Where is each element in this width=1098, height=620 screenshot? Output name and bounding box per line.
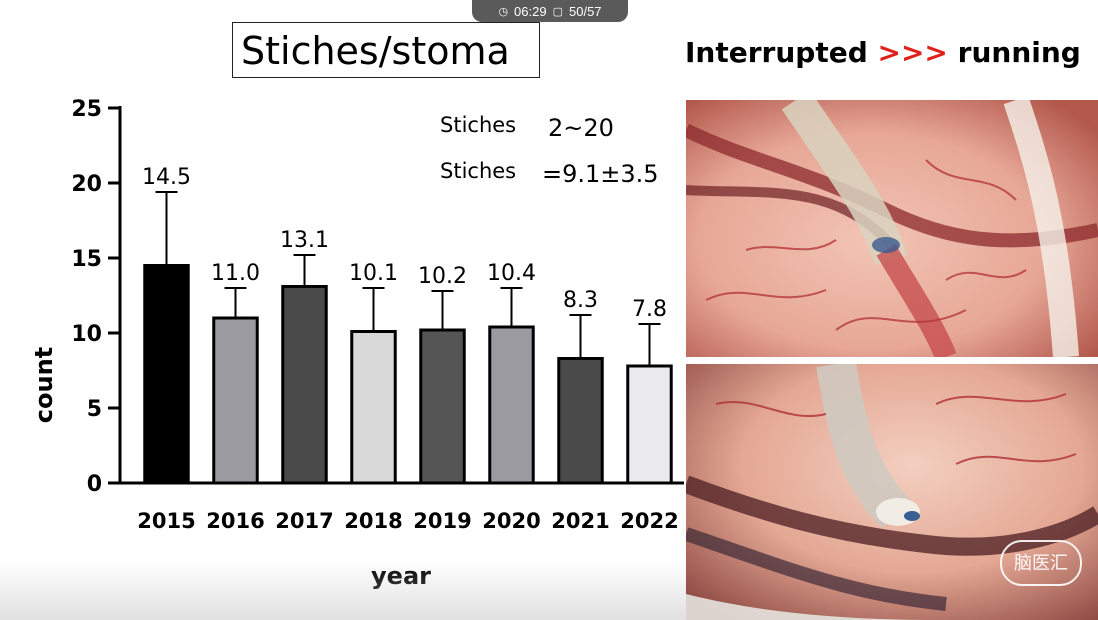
surgical-photo-interrupted xyxy=(686,100,1098,357)
technique-left: Interrupted xyxy=(685,36,868,69)
y-tick-label: 0 xyxy=(87,472,102,497)
x-tick-label-2021: 2021 xyxy=(551,509,609,533)
y-axis-label: count xyxy=(30,347,58,423)
x-tick-label-2020: 2020 xyxy=(482,509,540,533)
value-label-2015: 14.5 xyxy=(142,165,191,190)
slide-counter: 50/57 xyxy=(569,3,602,19)
value-label-2022: 7.8 xyxy=(632,297,667,322)
mean-value: =9.1±3.5 xyxy=(542,160,659,188)
watermark-logo: 脑医汇 xyxy=(1000,540,1082,586)
value-label-2018: 10.1 xyxy=(349,261,398,286)
technique-arrows: >>> xyxy=(877,36,948,69)
bar-2022 xyxy=(626,364,673,485)
range-label: Stiches xyxy=(440,113,516,137)
slide-title: Stiches/stoma xyxy=(232,22,540,78)
surgical-photo-running xyxy=(686,364,1098,620)
x-tick-label-2015: 2015 xyxy=(137,509,195,533)
value-label-2017: 13.1 xyxy=(280,228,329,253)
value-label-2020: 10.4 xyxy=(487,261,536,286)
slide-icon: ▢ xyxy=(552,5,563,18)
stitches-bar-chart: 0 5 10 15 20 25 14.5 11.0 13.1 10.1 10.2 10.4 8.3 7.… xyxy=(30,97,684,590)
range-value: 2~20 xyxy=(548,114,614,142)
x-tick-label-2016: 2016 xyxy=(206,509,264,533)
bars: 14.5 11.0 13.1 10.1 10.2 10.4 8.3 7.8 xyxy=(142,165,673,485)
y-tick-label: 10 xyxy=(71,322,102,347)
bar-2015 xyxy=(143,264,190,485)
bar-2018 xyxy=(350,330,397,485)
bar-2019 xyxy=(419,328,466,485)
x-tick-label-2018: 2018 xyxy=(344,509,402,533)
y-axis: 0 5 10 15 20 25 xyxy=(71,97,122,497)
bar-2017 xyxy=(281,285,328,485)
bar-2020 xyxy=(488,325,535,485)
player-status-bar: ◷ 06:29 ▢ 50/57 xyxy=(472,0,628,22)
value-label-2021: 8.3 xyxy=(563,288,598,313)
playback-time: 06:29 xyxy=(514,3,547,19)
bottom-shadow xyxy=(0,560,686,620)
value-label-2019: 10.2 xyxy=(418,264,467,289)
technique-title: Interrupted >>> running xyxy=(685,36,1085,69)
y-tick-label: 25 xyxy=(71,97,102,122)
mean-label: Stiches xyxy=(440,159,516,183)
x-tick-label-2019: 2019 xyxy=(413,509,471,533)
clock-icon: ◷ xyxy=(498,5,509,18)
technique-right: running xyxy=(957,36,1081,69)
x-tick-label-2022: 2022 xyxy=(620,509,678,533)
x-axis: 2015 2016 2017 2018 2019 2020 2021 2022 xyxy=(120,481,684,533)
value-label-2016: 11.0 xyxy=(211,261,260,286)
bar-2016 xyxy=(212,316,259,485)
y-tick-label: 20 xyxy=(71,172,102,197)
bar-2021 xyxy=(557,357,604,485)
y-tick-label: 15 xyxy=(71,247,102,272)
y-tick-label: 5 xyxy=(87,397,102,422)
x-tick-label-2017: 2017 xyxy=(275,509,333,533)
